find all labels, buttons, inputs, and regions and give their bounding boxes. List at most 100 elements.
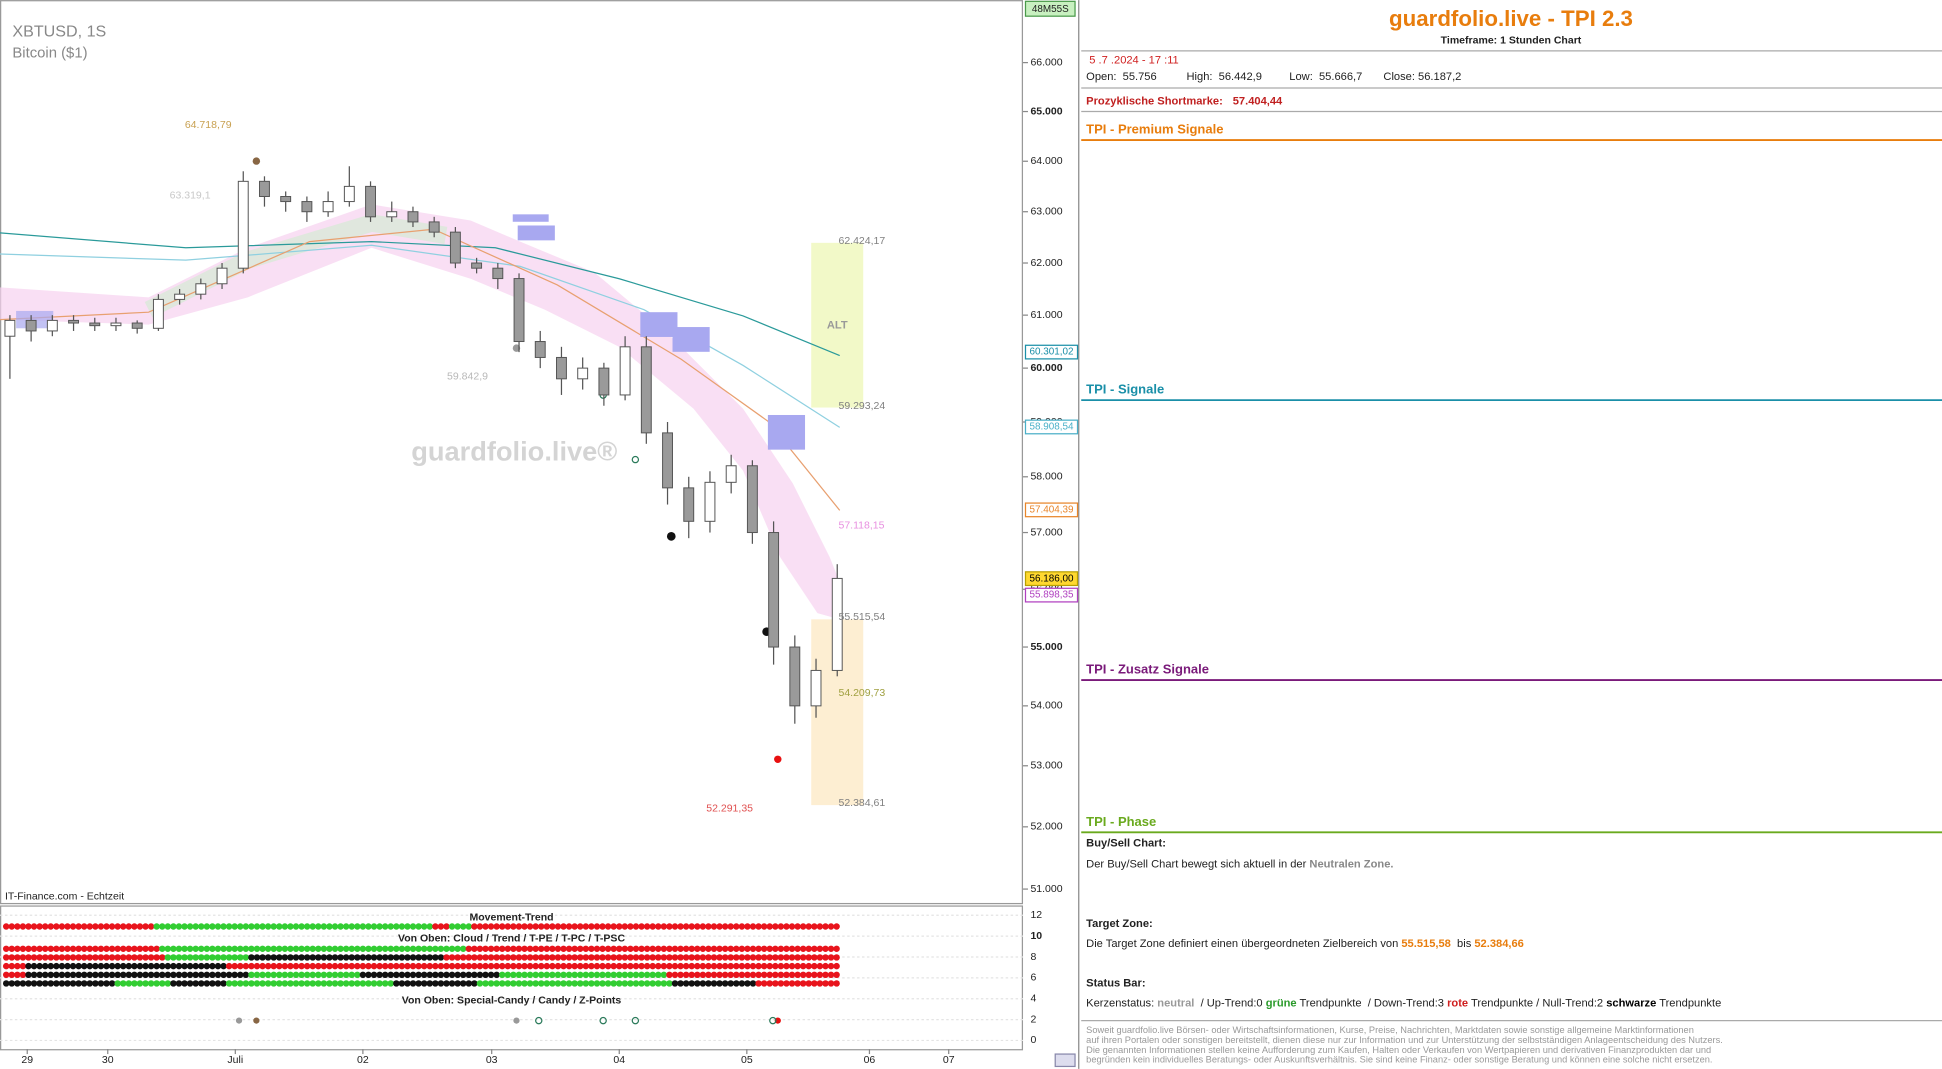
indicator-dot — [721, 954, 729, 961]
indicator-dot — [292, 980, 300, 987]
indicator-dot — [420, 962, 428, 970]
candle-body — [471, 262, 483, 269]
indicator-dot — [710, 954, 718, 961]
target-mid: bis — [1451, 938, 1475, 950]
indicator-dot — [170, 945, 177, 953]
indicator-dot — [365, 954, 372, 961]
indicator-dot — [538, 980, 545, 987]
indicator-dot — [175, 945, 183, 953]
indicator-dot — [766, 954, 773, 961]
indicator-dot — [153, 954, 160, 961]
indicator-dot — [705, 980, 712, 987]
indicator-dot — [214, 945, 222, 953]
indicator-dot — [465, 980, 473, 987]
indicator-dot — [108, 923, 116, 930]
indicator-dot — [36, 971, 43, 979]
indicator-dot — [543, 980, 551, 987]
indicator-dot — [777, 962, 785, 970]
indicator-dot — [393, 945, 400, 953]
indicator-dot — [47, 971, 54, 979]
indicator-dot — [554, 945, 562, 953]
indicator-dot — [409, 945, 417, 953]
x-tick-label: 30 — [102, 1054, 114, 1066]
indicator-dot — [242, 971, 250, 979]
indicator-dot — [777, 971, 785, 979]
indicator-dot — [822, 971, 829, 979]
indicator-dot — [209, 980, 216, 987]
indicator-dot — [47, 962, 54, 970]
y-tick-label: 65.000 — [1030, 105, 1062, 117]
indicator-dot — [25, 962, 32, 970]
indicator-dot — [749, 945, 757, 953]
annotation: 59.842,9 — [447, 370, 488, 382]
indicator-dot — [476, 971, 484, 979]
indicator-dot — [359, 954, 367, 961]
indicator-dot — [688, 945, 695, 953]
candle-body — [577, 367, 589, 380]
indicator-dot — [487, 962, 495, 970]
indicator-dot — [393, 980, 400, 987]
indicator-dot — [783, 923, 790, 930]
indicator-dot — [36, 962, 43, 970]
indicator-dot — [298, 923, 305, 930]
indicator-dot — [827, 923, 835, 930]
annotation: 62.424,17 — [838, 235, 885, 247]
indicator-dot — [203, 980, 211, 987]
indicator-dot — [331, 962, 339, 970]
indicator-dot — [326, 954, 333, 961]
indicator-dot — [721, 971, 729, 979]
indicator-dot — [459, 962, 467, 970]
indicator-dot — [270, 980, 277, 987]
indicator-dot — [666, 962, 673, 970]
indicator-dot — [649, 971, 656, 979]
indicator-dot — [660, 954, 668, 961]
indicator-dot — [498, 962, 506, 970]
indicator-dot — [108, 962, 116, 970]
indicator-dot — [577, 971, 584, 979]
indicator-dot — [649, 962, 656, 970]
indicator-dot — [682, 962, 690, 970]
indicator-dot — [420, 980, 428, 987]
indicator-dot — [142, 954, 149, 961]
indicator-dot — [242, 980, 250, 987]
indicator-dot — [465, 945, 473, 953]
indicator-dot — [526, 971, 534, 979]
indicator-dot — [214, 923, 222, 930]
indicator-dot — [175, 923, 183, 930]
indicator-dot — [733, 980, 740, 987]
indicator-dot — [103, 980, 110, 987]
indicator-dot — [114, 980, 121, 987]
indicator-dot — [192, 971, 199, 979]
indicator-dot — [354, 954, 361, 961]
indicator-dot — [270, 954, 277, 961]
indicator-dot — [108, 980, 116, 987]
indicator-dot — [270, 923, 277, 930]
indicator-dot — [2, 971, 10, 979]
indicator-dot — [588, 954, 595, 961]
shortmark: Prozyklische Shortmarke: 57.404,44 — [1086, 96, 1283, 108]
indicator-dot — [237, 971, 244, 979]
indicator-dot — [476, 954, 484, 961]
indicator-dot — [671, 945, 679, 953]
indicator-dot — [175, 962, 183, 970]
indicator-dot — [80, 980, 88, 987]
indicator-dot — [710, 980, 718, 987]
indicator-dot — [64, 962, 71, 970]
indicator-dot — [315, 945, 322, 953]
buy-sell-text: Der Buy/Sell Chart bewegt sich aktuell i… — [1086, 859, 1393, 871]
indicator-dot — [309, 971, 316, 979]
indicator-dot — [142, 980, 149, 987]
indicator-dot — [264, 945, 272, 953]
annotation: 57.118,15 — [838, 520, 884, 532]
indicator-dot — [443, 971, 450, 979]
indicator-dot — [772, 962, 779, 970]
indicator-dot — [677, 962, 684, 970]
indicator-dot — [627, 980, 634, 987]
indicator-dot — [242, 962, 250, 970]
candle-body — [640, 346, 652, 434]
indicator-dot — [766, 980, 773, 987]
indicator-dot — [822, 962, 829, 970]
indicator-dot — [610, 980, 617, 987]
indicator-dot — [476, 962, 484, 970]
indicator-dot — [454, 962, 461, 970]
